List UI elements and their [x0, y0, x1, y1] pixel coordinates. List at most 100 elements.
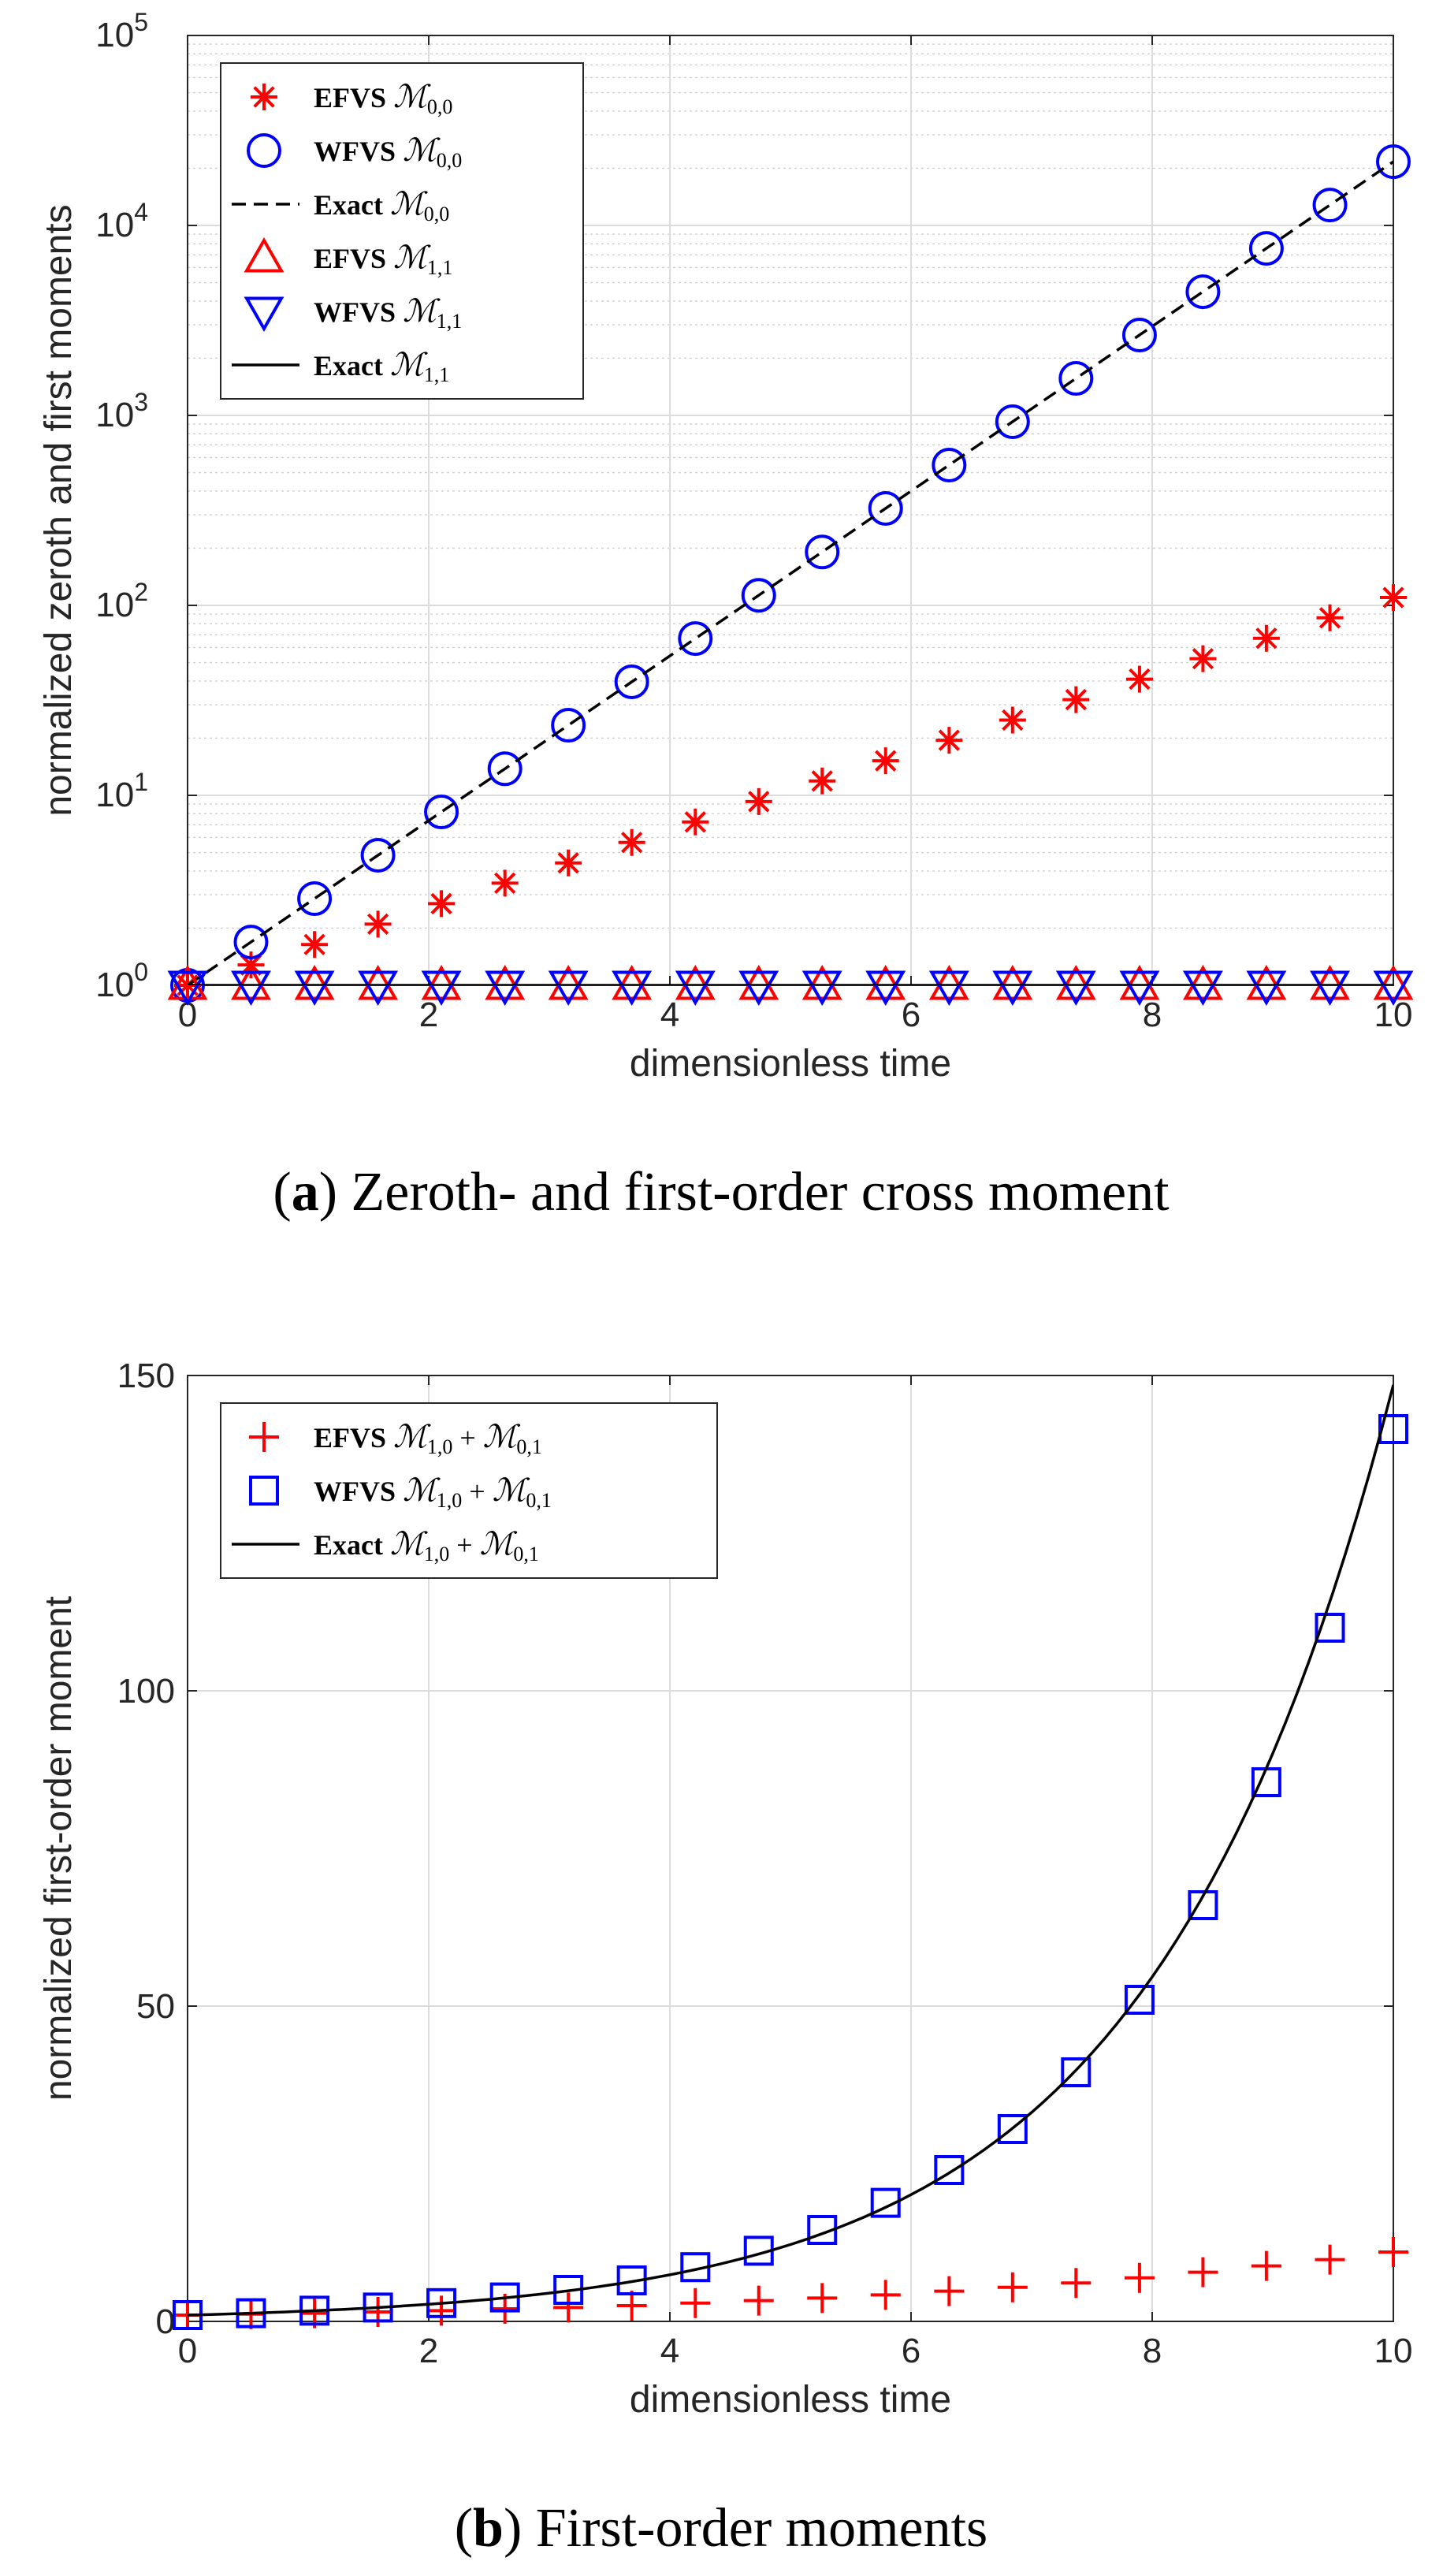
series-dashed-line-2 — [188, 160, 1393, 985]
data-point — [992, 964, 1033, 1000]
data-point — [805, 534, 840, 570]
y-tick-label: 104 — [95, 198, 148, 244]
data-point — [738, 964, 779, 1000]
caption-b-label: b — [473, 2498, 504, 2559]
series-line — [188, 1384, 1393, 2317]
data-point — [741, 578, 776, 613]
y-tick-label: 100 — [95, 958, 148, 1004]
data-point — [360, 837, 396, 873]
legend-entry: Exact ℳ1,0 + ℳ0,1 — [314, 1526, 539, 1565]
x-axis-label: dimensionless time — [630, 1043, 951, 1085]
data-point — [301, 931, 329, 959]
data-point — [870, 2187, 901, 2218]
data-point — [680, 2288, 711, 2318]
data-point — [1252, 624, 1280, 652]
data-point — [865, 964, 906, 1000]
data-point — [231, 970, 271, 1007]
legend-box — [220, 1402, 718, 1579]
data-point — [1061, 2268, 1092, 2299]
y-tick-label: 100 — [117, 1672, 175, 1711]
data-point — [294, 964, 335, 1000]
legend: EFVS ℳ0,0 WFVS ℳ0,0 Exact ℳ0,0 EFVS ℳ1,1 WFV… — [220, 62, 584, 400]
data-point — [167, 970, 208, 1007]
legend-entry: Exact ℳ1,1 — [314, 347, 449, 386]
x-tick-label: 2 — [419, 996, 438, 1034]
data-point — [616, 2291, 647, 2321]
y-tick-label: 105 — [95, 8, 148, 54]
data-point — [167, 964, 208, 1000]
data-point — [801, 964, 842, 1000]
legend-marker — [249, 1476, 279, 1506]
data-point — [294, 970, 335, 1007]
data-point — [997, 2114, 1028, 2144]
data-point — [485, 970, 526, 1007]
data-point — [1119, 970, 1160, 1007]
legend-marker — [244, 296, 285, 333]
data-point — [1055, 964, 1096, 1000]
data-point — [675, 964, 716, 1000]
y-tick-label: 102 — [95, 578, 148, 624]
legend-marker — [247, 133, 281, 168]
x-tick-label: 8 — [1143, 996, 1162, 1034]
data-point — [995, 404, 1030, 440]
series-triangle-up-3 — [167, 964, 1414, 1000]
data-point — [1182, 964, 1223, 1000]
data-point — [992, 970, 1033, 1007]
data-point — [934, 2276, 965, 2306]
data-point — [364, 910, 392, 938]
data-point — [485, 964, 526, 1000]
data-point — [231, 964, 271, 1000]
data-point — [612, 970, 653, 1007]
data-point — [1373, 964, 1414, 1000]
data-point — [743, 2285, 774, 2316]
legend-entry: WFVS ℳ0,0 — [314, 132, 462, 172]
legend: EFVS ℳ1,0 + ℳ0,1 WFVS ℳ1,0 + ℳ0,1 Exact ℳ1… — [220, 1402, 718, 1579]
data-point — [870, 2280, 901, 2310]
data-point — [1188, 1890, 1218, 1920]
data-point — [1376, 144, 1411, 180]
data-point — [491, 869, 519, 897]
data-point — [1058, 361, 1094, 396]
data-point — [1316, 604, 1344, 631]
data-point — [1055, 970, 1096, 1007]
legend-marker — [249, 1422, 279, 1452]
legend-marker — [251, 84, 277, 110]
data-point — [999, 706, 1026, 734]
data-point — [675, 970, 716, 1007]
x-tick-label: 4 — [660, 2332, 679, 2370]
legend-entry: EFVS ℳ1,1 — [314, 240, 452, 279]
x-tick-label: 0 — [178, 2332, 197, 2370]
x-tick-label: 6 — [902, 996, 920, 1034]
data-point — [233, 925, 269, 960]
data-point — [1189, 645, 1217, 672]
x-tick-label: 8 — [1143, 2332, 1162, 2370]
data-point — [928, 964, 969, 1000]
data-point — [553, 2292, 584, 2323]
data-point — [1124, 1985, 1155, 2015]
plot-frame — [187, 1375, 1394, 2322]
caption-a-text: Zeroth- and first-order cross moment — [351, 1162, 1170, 1223]
data-point — [678, 621, 713, 657]
y-tick-label: 150 — [117, 1357, 175, 1395]
x-tick-label: 4 — [660, 996, 679, 1034]
data-point — [421, 970, 462, 1007]
data-point — [421, 964, 462, 1000]
data-point — [1246, 964, 1287, 1000]
data-point — [872, 747, 899, 775]
data-point — [1185, 274, 1221, 310]
data-point — [1062, 686, 1090, 713]
data-point — [1315, 1613, 1345, 1643]
data-point — [358, 970, 399, 1007]
caption-b-text: First-order moments — [536, 2498, 988, 2559]
y-tick-label: 50 — [136, 1987, 175, 2026]
data-point — [801, 970, 842, 1007]
data-point — [1061, 2057, 1092, 2087]
data-point — [935, 727, 963, 754]
data-point — [614, 664, 649, 699]
series-line — [188, 160, 1393, 985]
data-point — [865, 970, 906, 1007]
data-point — [1378, 1414, 1408, 1444]
data-point — [551, 708, 586, 743]
